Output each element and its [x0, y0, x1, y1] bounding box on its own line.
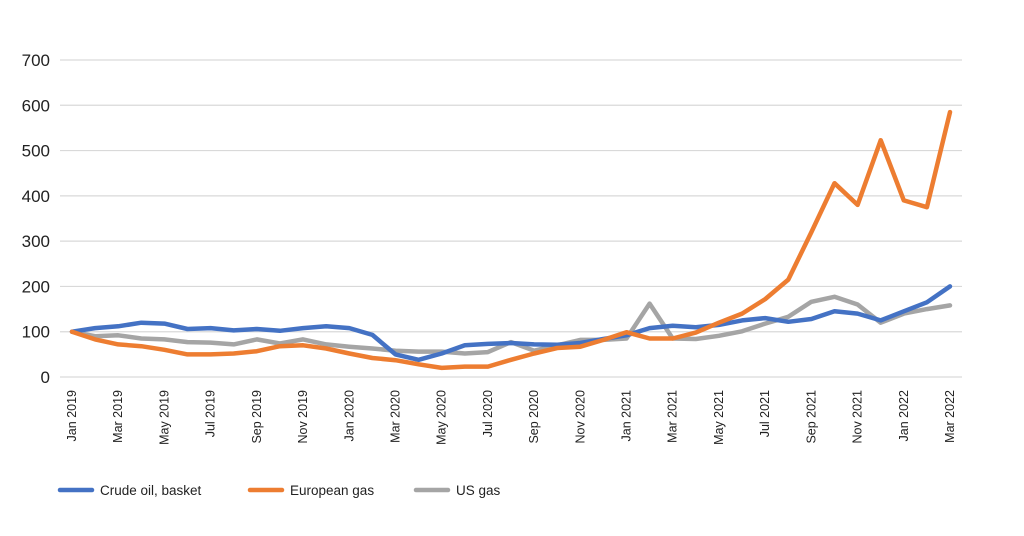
x-tick-label: Mar 2020 [388, 390, 402, 443]
x-tick-label: Jan 2022 [897, 390, 911, 441]
y-axis-tick-labels: 0 100 200 300 400 500 600 700 [22, 51, 50, 387]
legend: Crude oil, basket European gas US gas [57, 483, 501, 498]
grid-lines [60, 59, 962, 378]
x-tick-label: Jul 2021 [758, 390, 772, 437]
x-tick-label: Jan 2019 [65, 390, 79, 441]
series-line-crude-oil-basket [69, 284, 953, 363]
x-tick-label: Jan 2020 [342, 390, 356, 441]
x-tick-label: Sep 2019 [250, 390, 264, 444]
x-tick-label: Nov 2020 [573, 390, 587, 444]
legend-label: European gas [290, 483, 374, 498]
x-tick-label: May 2020 [435, 390, 449, 445]
x-tick-label: Jul 2020 [481, 390, 495, 437]
x-tick-label: Jan 2021 [620, 390, 634, 441]
y-tick-label: 0 [41, 368, 50, 387]
y-tick-label: 700 [22, 51, 50, 70]
series-line-european-gas [69, 109, 953, 371]
legend-label: US gas [456, 483, 501, 498]
x-tick-label: May 2019 [157, 390, 171, 445]
x-tick-label: Nov 2019 [296, 390, 310, 444]
y-tick-label: 200 [22, 277, 50, 296]
x-axis-tick-labels: Jan 2019 Mar 2019 May 2019 Jul 2019 Sep 2019… [65, 390, 957, 445]
x-tick-label: Sep 2021 [804, 390, 818, 444]
x-tick-label: Nov 2021 [851, 390, 865, 444]
x-tick-label: Mar 2021 [666, 390, 680, 443]
y-tick-label: 100 [22, 323, 50, 342]
y-tick-label: 300 [22, 232, 50, 251]
x-tick-label: Jul 2019 [204, 390, 218, 437]
x-tick-label: Mar 2022 [943, 390, 957, 443]
legend-label: Crude oil, basket [100, 483, 202, 498]
y-tick-label: 600 [22, 96, 50, 115]
y-tick-label: 400 [22, 187, 50, 206]
series-lines [69, 109, 953, 371]
y-tick-label: 500 [22, 142, 50, 161]
x-tick-label: Mar 2019 [111, 390, 125, 443]
x-tick-label: Sep 2020 [527, 390, 541, 444]
x-tick-label: May 2021 [712, 390, 726, 445]
